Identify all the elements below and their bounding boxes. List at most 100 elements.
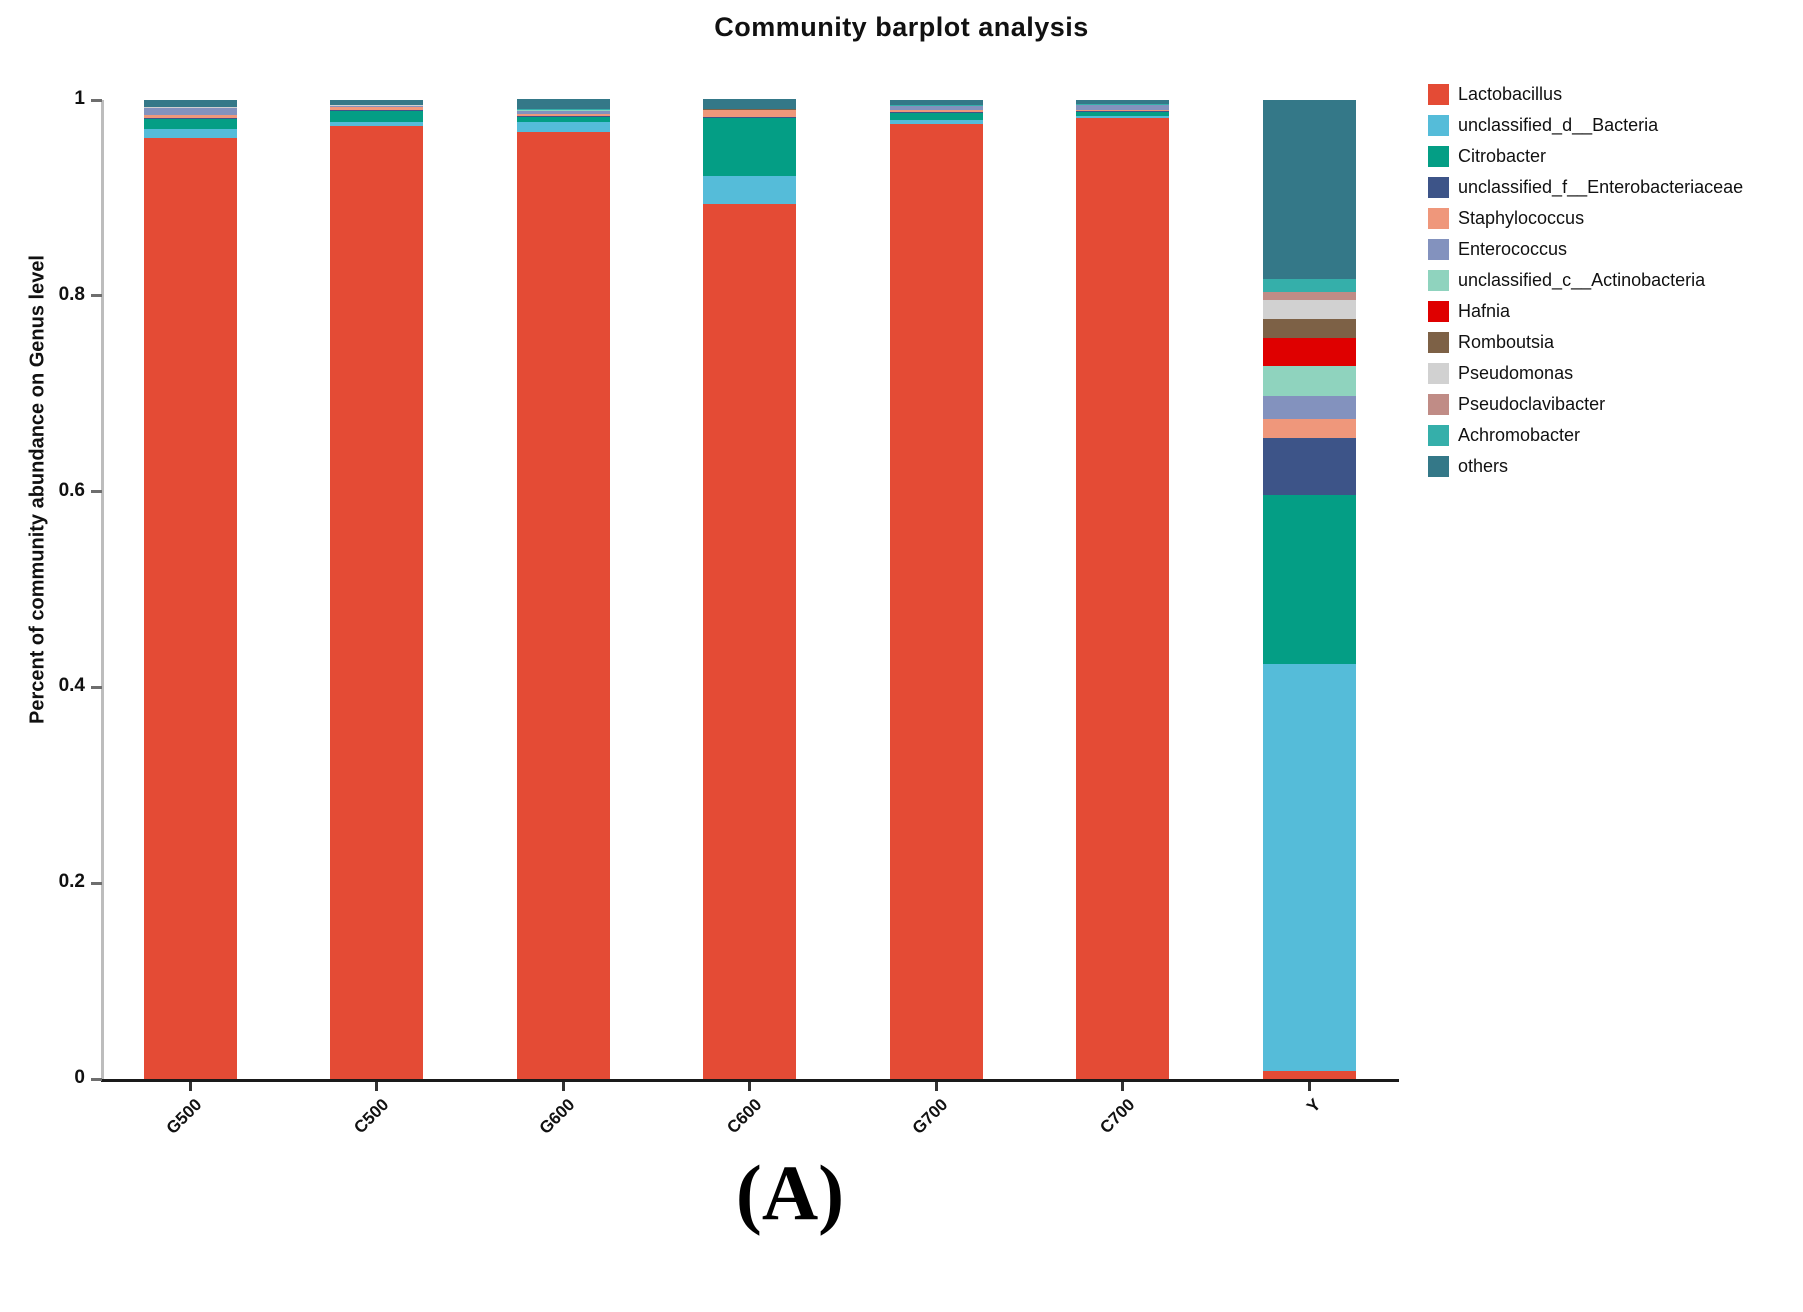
bar-segment	[516, 99, 610, 110]
legend-item: Lactobacillus	[1428, 84, 1743, 105]
bar-segment	[703, 99, 796, 109]
legend-label: Hafnia	[1458, 301, 1511, 321]
bar-segment	[516, 114, 610, 116]
x-axis-line	[101, 1079, 1399, 1082]
legend-swatch-icon	[1428, 208, 1449, 229]
legend-swatch-icon	[1428, 425, 1449, 446]
bar-segment	[143, 99, 237, 107]
legend-label: unclassified_f__Enterobacteriaceae	[1458, 177, 1744, 197]
bar-segment	[1262, 338, 1356, 366]
bar-segment	[1262, 318, 1356, 339]
bar-segment	[1076, 99, 1169, 105]
legend-label: unclassified_d__Bacteria	[1458, 115, 1659, 135]
bar-segment	[330, 125, 423, 1079]
bar-segment	[889, 123, 983, 1079]
bar-segment	[516, 115, 610, 117]
bar-segment	[889, 99, 983, 106]
bar-segment	[330, 99, 423, 105]
legend-swatch-icon	[1428, 456, 1449, 477]
legend-label: others	[1458, 456, 1509, 476]
y-tick-label: 0.8	[58, 283, 85, 305]
bar-segment	[1262, 438, 1356, 495]
bar-segment	[516, 131, 610, 1079]
y-axis-line	[101, 100, 104, 1082]
y-tick-label: 0.6	[58, 479, 85, 501]
legend-label: Citrobacter	[1458, 146, 1547, 166]
bar-segment	[889, 112, 983, 114]
legend-item: Enterococcus	[1428, 239, 1743, 260]
x-tick	[188, 1082, 192, 1091]
x-tick	[1307, 1082, 1311, 1091]
legend-swatch-icon	[1428, 270, 1449, 291]
bar-segment	[516, 116, 610, 122]
y-tick	[91, 1077, 102, 1081]
bar-segment	[1076, 109, 1169, 111]
bar-segment	[889, 113, 983, 120]
chart-title: Community barplot analysis	[714, 12, 1089, 42]
x-tick	[1121, 1082, 1124, 1091]
legend-item: Hafnia	[1428, 301, 1743, 322]
bar-segment	[1262, 1070, 1356, 1079]
y-tick	[91, 685, 102, 689]
stacked-bar-y	[1262, 100, 1356, 1079]
bar-segment	[1262, 278, 1356, 293]
stacked-bar-g500	[143, 99, 237, 1079]
y-tick-label: 0	[74, 1067, 85, 1088]
stacked-bar-g700	[889, 99, 983, 1079]
y-tick	[91, 490, 102, 494]
bar-segment	[516, 121, 610, 132]
bar-segment	[1262, 663, 1356, 1071]
legend: Lactobacillus unclassified_d__Bacteria Cit…	[1428, 84, 1743, 477]
bar-segment	[1076, 118, 1169, 1079]
bar-segment	[330, 121, 423, 126]
y-tick-label: 0.2	[58, 871, 85, 893]
figure-caption: (A)	[735, 1149, 845, 1236]
legend-item: Achromobacter	[1428, 425, 1743, 446]
legend-swatch-icon	[1428, 363, 1449, 384]
bar-segment	[889, 106, 983, 111]
legend-item: unclassified_c__Actinobacteria	[1428, 270, 1743, 291]
bar-segment	[143, 114, 237, 119]
stacked-bar-c700	[1076, 99, 1169, 1079]
x-tick	[934, 1082, 938, 1091]
legend-swatch-icon	[1428, 177, 1449, 198]
bar-segment	[1262, 365, 1356, 397]
legend-item: Romboutsia	[1428, 332, 1743, 353]
bar-segment	[889, 110, 983, 113]
bar-segment	[1262, 494, 1356, 664]
legend-label: unclassified_c__Actinobacteria	[1458, 270, 1706, 290]
y-tick	[91, 294, 102, 298]
legend-item: Pseudomonas	[1428, 363, 1743, 384]
stacked-bar-g600	[516, 99, 610, 1079]
bar-segment	[1076, 105, 1169, 110]
bar-segment	[1076, 115, 1169, 119]
bar-segment	[703, 117, 796, 119]
bar-segment	[1262, 396, 1356, 419]
legend-label: Pseudomonas	[1458, 363, 1574, 383]
bar-segment	[1262, 300, 1356, 319]
legend-label: Staphylococcus	[1458, 208, 1585, 228]
legend-swatch-icon	[1428, 394, 1449, 415]
bar-segment	[703, 118, 796, 176]
legend-swatch-icon	[1428, 239, 1449, 260]
bar-segment	[703, 204, 796, 1079]
y-tick-label: 0.4	[58, 675, 85, 697]
bar-segment	[1076, 110, 1169, 112]
x-tick	[375, 1082, 378, 1091]
bar-segment	[1262, 292, 1356, 301]
legend-label: Romboutsia	[1458, 332, 1555, 352]
bar-segment	[1076, 111, 1169, 116]
legend-swatch-icon	[1428, 332, 1449, 353]
legend-item: unclassified_f__Enterobacteriaceae	[1428, 177, 1743, 198]
bar-segment	[143, 129, 237, 138]
legend-item: Staphylococcus	[1428, 208, 1743, 229]
bar-segment	[1262, 100, 1356, 279]
bar-segment	[516, 110, 610, 115]
bar-segment	[703, 110, 796, 118]
x-tick	[561, 1082, 565, 1091]
legend-item: Pseudoclavibacter	[1428, 394, 1743, 415]
bar-segment	[143, 107, 237, 115]
legend-swatch-icon	[1428, 84, 1449, 105]
bar-segment	[703, 175, 796, 205]
legend-swatch-icon	[1428, 115, 1449, 136]
